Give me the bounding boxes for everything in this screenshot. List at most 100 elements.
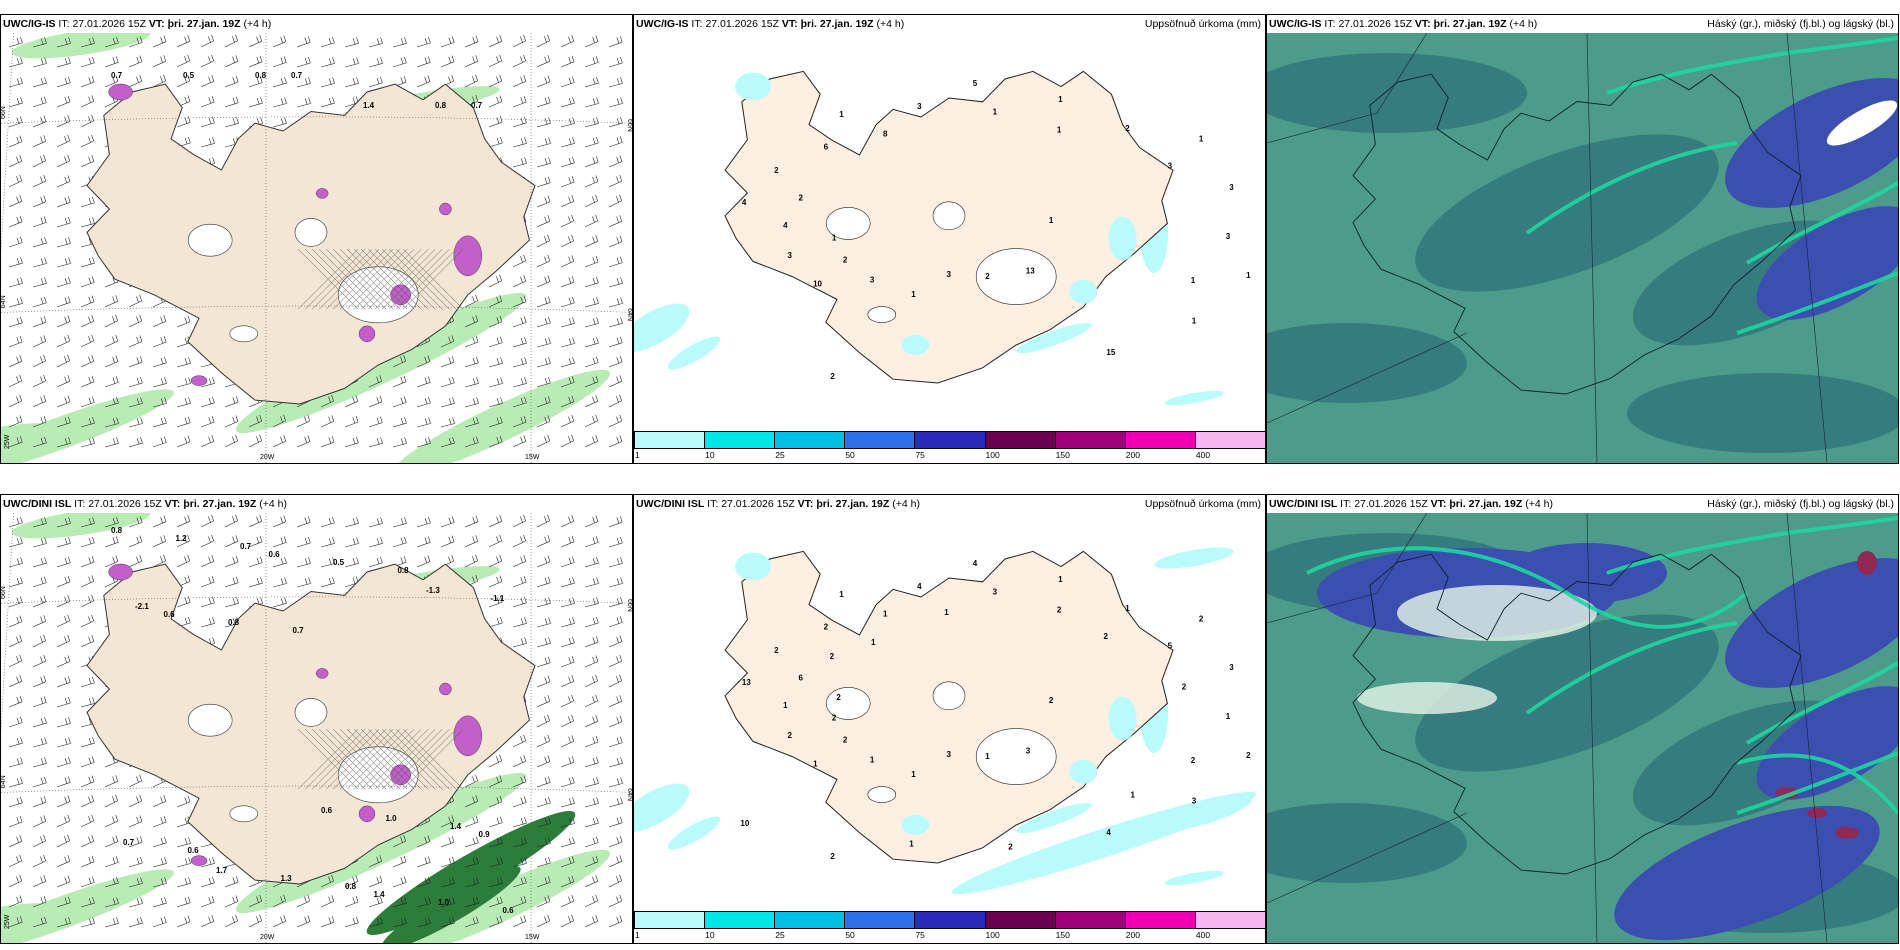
colorbar-segment bbox=[844, 431, 916, 449]
mid-cloud-area bbox=[1507, 543, 1667, 603]
cloud-title: Háský (gr.), miðský (fj.bl.) og lágský (… bbox=[1707, 498, 1894, 510]
precip-value-label: 1 bbox=[1057, 125, 1062, 134]
precip-value-label: 3 bbox=[1229, 663, 1234, 672]
colorbar-segment bbox=[634, 911, 706, 929]
precip-patch bbox=[1016, 802, 1092, 834]
mid-cloud-area bbox=[1415, 614, 1719, 772]
precip-value-label: 1 bbox=[985, 752, 990, 761]
wind-precip-panel-row2: UWC/DINI ISL IT: 27.01.2026 15Z VT: þri.… bbox=[0, 494, 633, 944]
precip-value-label: 1.3 bbox=[281, 874, 293, 883]
vt-label: VT: bbox=[1414, 18, 1431, 30]
precip-value-label: 2 bbox=[1008, 843, 1013, 852]
colorbar-segment bbox=[774, 911, 846, 929]
colorbar-tick: 25 bbox=[775, 930, 785, 940]
colorbar-segment bbox=[984, 911, 1056, 929]
colorbar-segment bbox=[984, 431, 1056, 449]
wind-precip-panel-row1: UWC/IG-IS IT: 27.01.2026 15Z VT: þri. 27… bbox=[0, 14, 633, 464]
precip-value-label: 0.6 bbox=[269, 550, 281, 559]
precip-value-label: 1 bbox=[1131, 791, 1136, 800]
mid-cloud-area bbox=[1725, 558, 1898, 688]
snow-area bbox=[315, 188, 329, 199]
hatched-area bbox=[298, 729, 464, 790]
it-value: 27.01.2026 15Z bbox=[88, 498, 162, 510]
it-label: IT: bbox=[707, 498, 719, 510]
snow-area bbox=[439, 202, 452, 216]
precip-value-label: -2.1 bbox=[135, 602, 149, 611]
mid-cloud-area bbox=[1756, 686, 1898, 800]
glacier bbox=[187, 223, 233, 257]
precip-value-label: 2 bbox=[774, 646, 779, 655]
mid-cloud-area bbox=[1614, 805, 1880, 941]
high-cloud-area bbox=[1357, 682, 1497, 714]
lead-time: (+4 h) bbox=[1525, 498, 1553, 510]
lon-label: 25W bbox=[4, 914, 11, 929]
colorbar-segment bbox=[914, 911, 986, 929]
precip-value-label: 2 bbox=[1104, 632, 1109, 641]
precip-value-label: 0.5 bbox=[183, 71, 195, 80]
panel-header: UWC/IG-IS IT: 27.01.2026 15Z VT: þri. 27… bbox=[1, 15, 632, 33]
snow-area bbox=[390, 284, 411, 306]
snow-area bbox=[315, 668, 329, 679]
vt-value: þri. 27.jan. 19Z bbox=[167, 18, 241, 30]
glacier bbox=[825, 687, 871, 720]
precip-value-label: 0.8 bbox=[255, 71, 267, 80]
map-content: 66N 64N 66N 64N 20W 15W 25W 0.8 1.2 0.7 0.6 0.5 0.8 -… bbox=[1, 513, 632, 943]
colorbar-tick: 10 bbox=[705, 450, 715, 460]
snow-area bbox=[453, 235, 483, 277]
lat-label: 64N bbox=[626, 788, 632, 801]
cloud-contours bbox=[1306, 516, 1898, 815]
glacier bbox=[932, 681, 966, 711]
vt-label: VT: bbox=[1430, 498, 1447, 510]
lead-time: (+4 h) bbox=[892, 498, 920, 510]
precip-value-label: 3 bbox=[1192, 797, 1197, 806]
it-value: 27.01.2026 15Z bbox=[705, 18, 779, 30]
vt-label: VT: bbox=[797, 498, 814, 510]
precip-value-label: 1 bbox=[1125, 604, 1130, 613]
mid-cloud-area bbox=[1756, 206, 1898, 320]
precip-value-label: 1 bbox=[870, 755, 875, 764]
precip-value-label: 0.6 bbox=[503, 906, 515, 915]
heavy-precip-area bbox=[366, 811, 576, 935]
precip-patch bbox=[1176, 797, 1252, 829]
snow-area bbox=[358, 325, 376, 343]
precip-patch bbox=[1069, 759, 1098, 784]
glacier bbox=[975, 728, 1057, 785]
lat-label: 66N bbox=[1, 106, 7, 119]
colorbar-tick: 100 bbox=[985, 450, 1000, 460]
precip-value-label: 2 bbox=[788, 731, 793, 740]
precip-value-label: 10 bbox=[813, 280, 822, 289]
lead-time: (+4 h) bbox=[259, 498, 287, 510]
precip-area bbox=[1, 903, 70, 943]
it-label: IT: bbox=[58, 18, 70, 30]
precip-value-label: 6 bbox=[824, 142, 829, 151]
accumulated-precip-panel-row2: UWC/DINI ISL IT: 27.01.2026 15Z VT: þri.… bbox=[633, 494, 1266, 944]
precip-value-label: 4 bbox=[917, 582, 922, 591]
glacier bbox=[229, 325, 259, 343]
colorbar-tick: 75 bbox=[915, 450, 925, 460]
precip-value-label: 3 bbox=[1168, 162, 1173, 171]
precip-value-label: 1 bbox=[839, 590, 844, 599]
colorbar-tick: 150 bbox=[1055, 930, 1070, 940]
wind-barb-map: 66N 64N 66N 64N 20W 15W 25W 0.7 0.5 0.8 0.7 1.4 0.8 0… bbox=[1, 33, 632, 463]
precip-value-label: 1 bbox=[1058, 95, 1063, 104]
precip-patch bbox=[1069, 279, 1098, 304]
precip-value-label: 0.7 bbox=[471, 101, 483, 110]
precip-value-label: 1 bbox=[909, 839, 914, 848]
precip-patch bbox=[1016, 322, 1092, 354]
graticule bbox=[1, 33, 632, 463]
hatched-area bbox=[298, 249, 464, 310]
colorbar-tick: 200 bbox=[1125, 930, 1140, 940]
precip-value-label: 15 bbox=[1106, 348, 1115, 357]
precip-value-label: 1 bbox=[783, 701, 788, 710]
it-value: 27.01.2026 15Z bbox=[1338, 18, 1412, 30]
precip-value-label: 1 bbox=[1058, 575, 1063, 584]
lon-label: 15W bbox=[525, 934, 540, 941]
colorbar-tick: 25 bbox=[775, 450, 785, 460]
precip-value-label: 1.4 bbox=[450, 822, 462, 831]
glacier bbox=[337, 746, 419, 804]
cloud-title: Háský (gr.), miðský (fj.bl.) og lágský (… bbox=[1707, 18, 1894, 30]
precip-patch bbox=[1164, 390, 1224, 406]
precip-value-label: 1 bbox=[1191, 276, 1196, 285]
